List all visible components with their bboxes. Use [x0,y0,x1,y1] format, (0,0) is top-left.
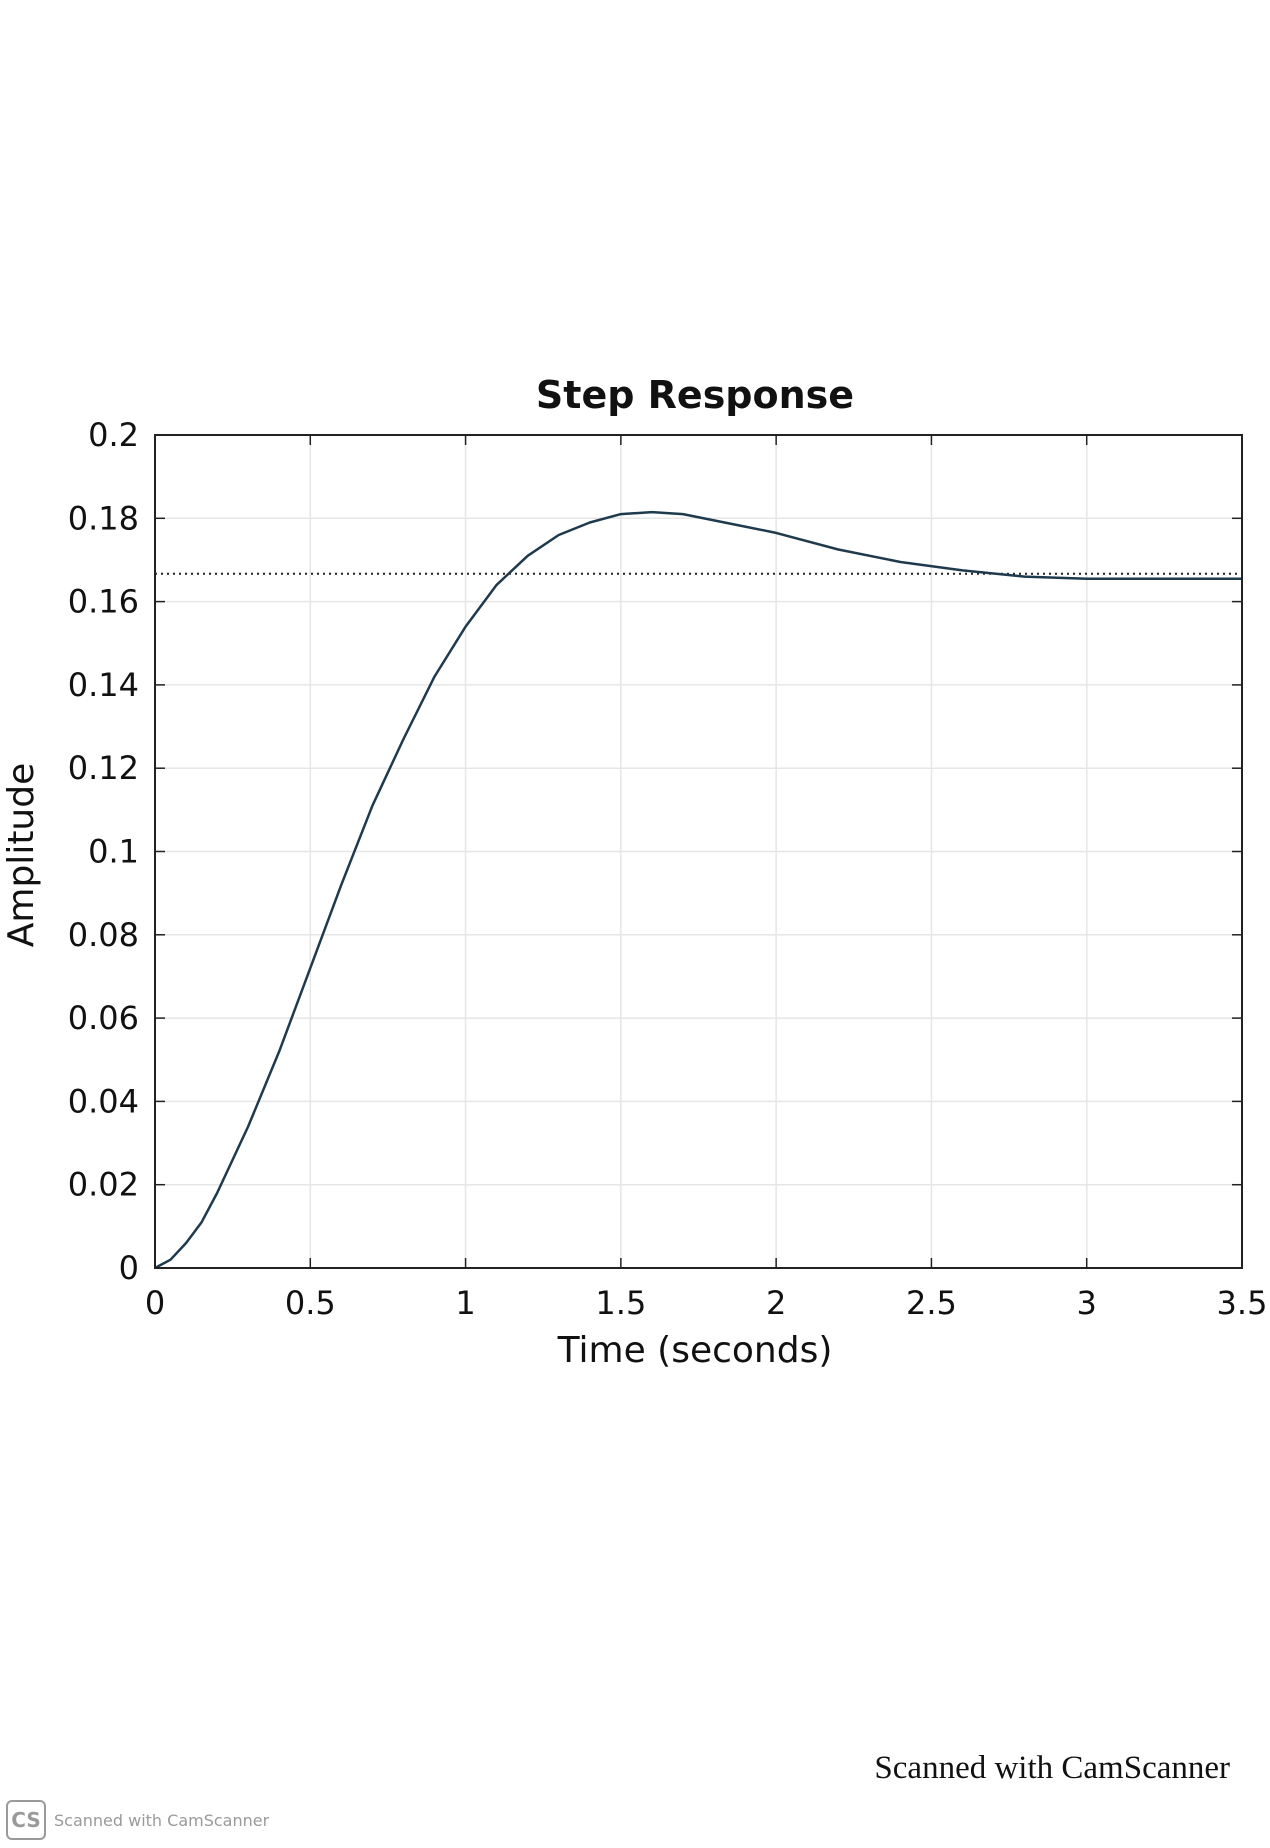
x-axis-label: Time (seconds) [557,1330,833,1371]
x-tick-label: 2 [766,1284,786,1322]
x-tick-label: 1 [455,1284,475,1322]
x-tick-label: 2.5 [906,1284,957,1322]
camscanner-logo-icon: CS [6,1800,46,1840]
camscanner-badge: CS Scanned with CamScanner [6,1800,269,1840]
step-response-line [154,510,1242,1270]
y-tick-label: 0.12 [68,749,139,787]
y-tick-label: 0 [119,1249,139,1287]
plot-border [154,434,1243,1269]
y-tick-label: 0.14 [68,666,139,704]
y-tick-label: 0.16 [68,583,139,621]
x-tick-label: 3 [1077,1284,1097,1322]
y-tick-label: 0.04 [68,1082,139,1120]
y-axis-label: Amplitude [1,763,42,947]
chart-title: Step Response [536,373,854,417]
y-tick-label: 0.18 [68,499,139,537]
y-tick-label: 0.08 [68,916,139,954]
camscanner-badge-text: Scanned with CamScanner [54,1810,270,1830]
x-tick-label: 3.5 [1217,1284,1268,1322]
camscanner-footer-text: Scanned with CamScanner [874,1750,1230,1786]
y-tick-label: 0.1 [88,833,139,871]
x-tick-label: 0.5 [285,1284,336,1322]
y-tick-label: 0.02 [68,1166,139,1204]
x-tick-label: 0 [145,1284,165,1322]
y-tick-label: 0.06 [68,999,139,1037]
x-tick-label: 1.5 [595,1284,646,1322]
y-tick-label: 0.2 [88,416,139,454]
plot-area: 0 0.5 1 1.5 2 2.5 3 3.5 0 0.02 0.04 0.06 0.08 0.1 0.12… [68,416,1268,1322]
